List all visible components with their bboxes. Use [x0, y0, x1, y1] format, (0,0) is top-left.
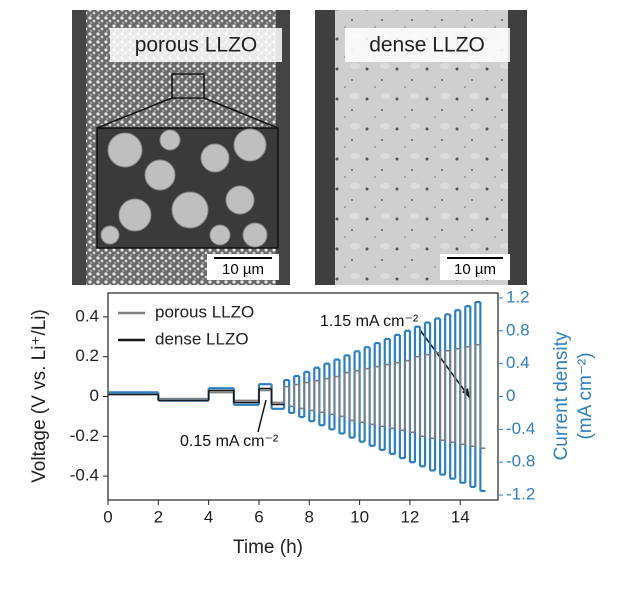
scale-label: 10 µm: [222, 261, 264, 278]
annotation: 1.15 mA cm⁻²: [320, 313, 419, 330]
y-tick-label: -0.4: [70, 466, 99, 485]
annotation: 0.15 mA cm⁻²: [180, 433, 279, 450]
legend-label: dense LLZO: [155, 329, 249, 348]
x-tick-label: 8: [305, 507, 314, 526]
y2-axis-label: (mA cm⁻²): [575, 352, 596, 439]
sem-porous: porous LLZO 10 µm: [72, 10, 290, 285]
y2-tick-label: 0.8: [506, 320, 530, 339]
x-tick-label: 10: [350, 507, 369, 526]
annotation-arrow: [257, 399, 267, 433]
y2-tick-label: -0.8: [506, 452, 535, 471]
y-tick-label: -0.2: [70, 426, 99, 445]
x-tick-label: 12: [400, 507, 419, 526]
sem-dense: dense LLZO 10 µm: [315, 10, 527, 285]
y2-tick-label: 0.4: [506, 353, 530, 372]
y2-tick-label: -0.4: [506, 419, 535, 438]
x-tick-label: 0: [103, 507, 112, 526]
y-tick-label: 0.2: [75, 346, 99, 365]
x-axis-label: Time (h): [233, 537, 303, 558]
image-label: porous LLZO: [135, 34, 258, 57]
scale-label: 10 µm: [454, 261, 496, 278]
legend-label: porous LLZO: [155, 302, 254, 321]
x-tick-label: 2: [154, 507, 163, 526]
image-label: dense LLZO: [369, 34, 485, 57]
x-tick-label: 6: [254, 507, 263, 526]
y2-tick-label: 1.2: [506, 287, 530, 306]
y-axis-label: Voltage (V vs. Li⁺/Li): [29, 309, 50, 483]
y-tick-label: 0.4: [75, 306, 99, 325]
y-tick-label: 0: [90, 386, 99, 405]
y2-tick-label: -1.2: [506, 485, 535, 504]
y2-axis-label: Current density: [551, 331, 572, 460]
y2-tick-label: 0: [506, 386, 515, 405]
x-tick-label: 4: [204, 507, 213, 526]
x-tick-label: 14: [451, 507, 470, 526]
